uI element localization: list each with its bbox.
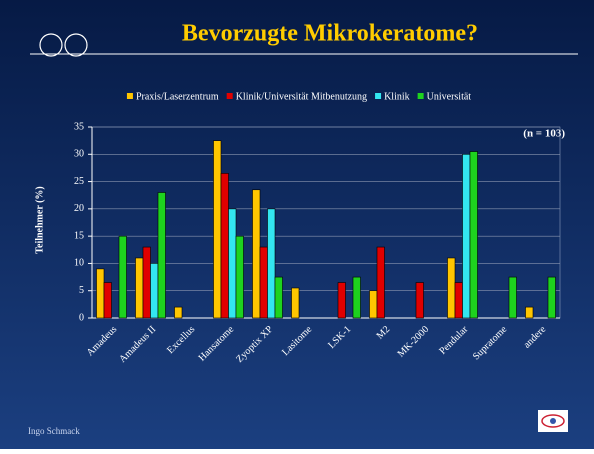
bar [135,257,144,319]
y-tick-label: 30 [74,149,84,160]
logo-pupil [550,418,556,424]
legend-swatch [226,93,233,99]
bar [454,282,463,319]
bar [469,151,478,319]
y-tick-label: 10 [74,258,84,269]
y-tick-label: 20 [74,203,84,214]
bar [547,276,556,319]
footer: Ingo Schmack [28,426,80,436]
legend-swatch [417,93,424,99]
bar [525,306,534,319]
legend-label: Praxis/Laserzentrum [136,91,219,102]
legend-label: Universität [427,91,472,102]
bar [157,192,166,319]
deco-circle [39,33,63,57]
legend-label: Klinik [384,91,410,102]
title: Bevorzugte Mikrokeratome? [182,21,478,47]
bar [228,208,237,319]
bar [352,276,361,319]
annotation: (n = 103) [523,128,565,140]
legend-swatch [375,93,382,99]
bar [508,276,517,319]
bar [369,290,378,319]
bar [447,257,456,319]
bar [220,173,229,319]
bar [150,263,159,319]
bar [462,153,471,319]
bar [213,140,222,319]
y-tick-label: 5 [79,285,84,296]
logo [538,410,568,432]
legend: Praxis/Laserzentrum Klinik/Universität Mi… [126,91,472,102]
y-tick-label: 0 [79,312,84,323]
bar [103,282,112,319]
bar [96,268,105,319]
bar [274,276,283,319]
bar [291,287,300,319]
bar [267,208,276,319]
bar [252,189,261,319]
legend-swatch [126,93,133,99]
deco-circle [64,33,88,57]
legend-label: Klinik/Universität Mitbenutzung [236,91,367,102]
y-tick-label: 25 [74,176,84,187]
y-tick-label: 35 [74,121,84,132]
y-tick-label: 15 [74,230,84,241]
bar [259,246,268,319]
bar [415,282,424,319]
bar [142,246,151,319]
bar [376,246,385,319]
logo-eye [541,414,565,428]
bar [235,235,244,319]
y-axis-label: Teilnehmer (%) [34,186,45,254]
bar [337,282,346,319]
bar [174,306,183,319]
bar [118,235,127,319]
